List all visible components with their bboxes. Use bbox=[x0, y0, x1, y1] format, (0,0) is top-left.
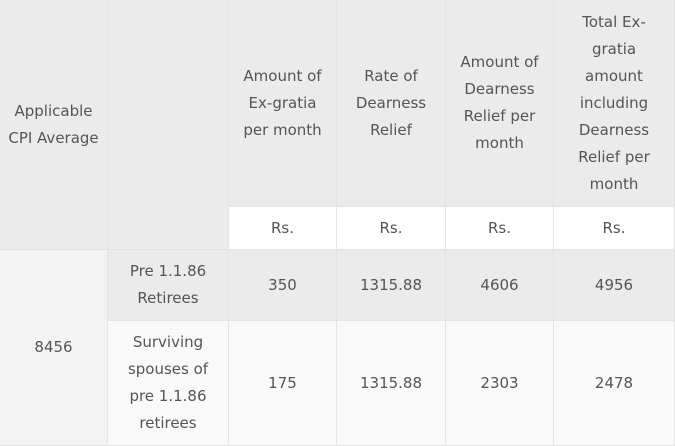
value: 175 bbox=[229, 321, 337, 446]
header-column: Amount of Ex-gratia per month bbox=[229, 0, 337, 207]
header-blank bbox=[108, 0, 229, 250]
header-column: Rate of Dearness Relief bbox=[337, 0, 446, 207]
value: 4606 bbox=[446, 250, 554, 321]
value: 1315.88 bbox=[337, 321, 446, 446]
value: 2303 bbox=[446, 321, 554, 446]
value: 4956 bbox=[554, 250, 675, 321]
value: 1315.88 bbox=[337, 250, 446, 321]
header-cpi: Applicable CPI Average bbox=[0, 0, 108, 250]
header-column: Total Ex-gratia amount including Dearnes… bbox=[554, 0, 675, 207]
unit: Rs. bbox=[554, 207, 675, 250]
unit: Rs. bbox=[446, 207, 554, 250]
value: 350 bbox=[229, 250, 337, 321]
category: Pre 1.1.86 Retirees bbox=[108, 250, 229, 321]
header-column: Amount of Dearness Relief per month bbox=[446, 0, 554, 207]
cpi-value: 8456 bbox=[0, 250, 108, 446]
value: 2478 bbox=[554, 321, 675, 446]
category: Surviving spouses of pre 1.1.86 retirees bbox=[108, 321, 229, 446]
unit: Rs. bbox=[229, 207, 337, 250]
unit: Rs. bbox=[337, 207, 446, 250]
